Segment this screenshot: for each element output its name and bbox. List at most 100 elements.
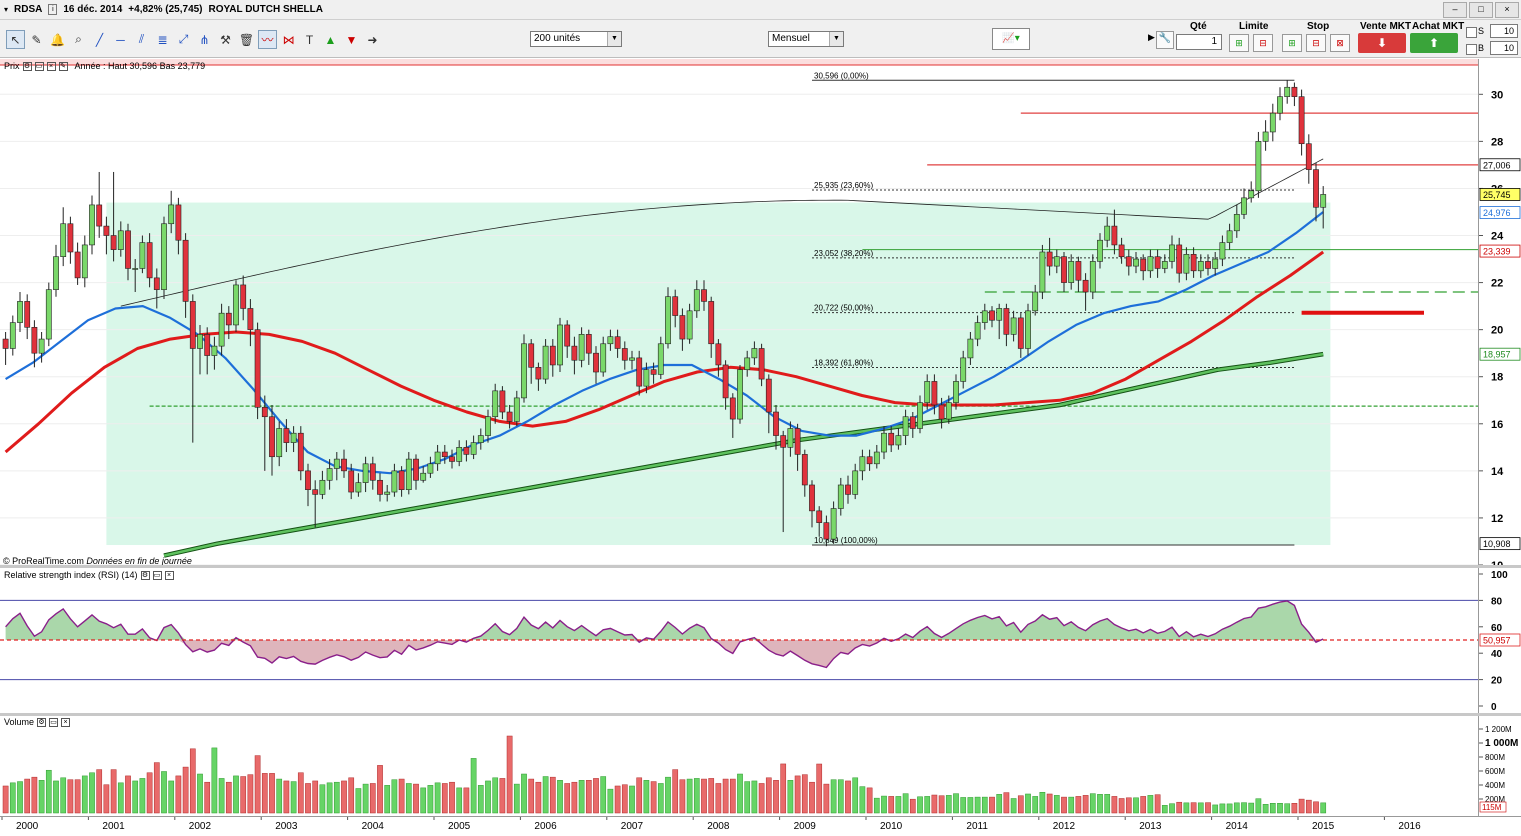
volume-bar: [866, 787, 873, 814]
time-tick-label: 2006: [534, 821, 557, 832]
close-icon[interactable]: ×: [1495, 2, 1519, 18]
volume-bar: [211, 747, 218, 814]
price-marker-label: 25,745: [1483, 190, 1511, 200]
volume-tick-label: 1 200M: [1485, 725, 1512, 734]
price-axis[interactable]: 302826242220181614121027,00625,74524,976…: [1478, 59, 1521, 572]
candle-body: [823, 522, 830, 540]
volume-bar: [161, 771, 167, 814]
collapse-arrow-icon[interactable]: ▶: [1148, 32, 1155, 42]
tools-icon[interactable]: ⚒: [220, 32, 231, 47]
volume-bar: [715, 783, 722, 814]
window-icon[interactable]: ▭: [34, 61, 44, 71]
candle-body: [679, 315, 686, 340]
window-icon[interactable]: ▭: [49, 717, 59, 727]
candle-body: [1205, 261, 1211, 269]
pattern-icon[interactable]: ⋈: [282, 32, 295, 47]
wrench-icon[interactable]: ⚙: [140, 570, 150, 580]
edit-icon[interactable]: ✎: [58, 61, 68, 71]
price-tick-label: 18: [1491, 372, 1503, 384]
candle-body: [24, 301, 31, 328]
candle-body: [1147, 256, 1154, 272]
line-tool-icon[interactable]: ╱: [95, 32, 104, 47]
forward-icon[interactable]: ➜: [367, 32, 378, 47]
time-axis[interactable]: 2000 2001 2002 2003 2004 2005 2006 2007 2008 2009…: [0, 816, 1521, 832]
volume-bar: [794, 775, 801, 814]
candle-body: [967, 338, 974, 359]
volume-bar: [938, 795, 945, 814]
channel-icon[interactable]: ⫽: [138, 32, 145, 46]
volume-bar: [729, 778, 736, 814]
candle-body: [607, 336, 614, 345]
candle-body: [744, 357, 751, 370]
fibonacci-icon[interactable]: ≣: [157, 32, 168, 47]
pane-divider[interactable]: [0, 565, 1521, 568]
horizontal-line-icon[interactable]: ─: [116, 32, 125, 47]
maximize-icon[interactable]: □: [1469, 2, 1493, 18]
volume-bar: [132, 780, 139, 814]
volume-axis[interactable]: 1 200M 1 000M 800M 600M 400M 200M 115M: [1478, 716, 1521, 816]
copyright-text: © ProRealTime.com: [3, 556, 84, 566]
text-icon[interactable]: T: [305, 32, 314, 47]
s-checkbox[interactable]: [1466, 27, 1477, 38]
period-select[interactable]: Mensuel ▼: [768, 31, 844, 47]
limit-sell-icon[interactable]: ⊟: [1253, 34, 1273, 52]
b-quantity-input[interactable]: 10: [1490, 41, 1518, 55]
bell-icon[interactable]: 🔔: [50, 32, 65, 47]
menu-chevron-icon[interactable]: ▾: [4, 5, 9, 14]
wrench-icon[interactable]: ⚙: [22, 61, 32, 71]
qty-input[interactable]: 1: [1176, 34, 1222, 50]
close-icon[interactable]: ×: [164, 570, 174, 580]
ruler-icon[interactable]: ✎: [31, 32, 42, 47]
volume-bar: [665, 776, 671, 814]
pane-divider[interactable]: [0, 713, 1521, 716]
wrench-icon[interactable]: ⚙: [37, 717, 47, 727]
price-pane: 30,596 (0,00%) 25,935 (23,60%) 23,052 (38,…: [0, 59, 1478, 566]
rsi-axis[interactable]: 100 80 60 40 20 0 50,957: [1478, 568, 1521, 713]
up-arrow-icon[interactable]: ▲: [324, 32, 337, 47]
candle-body: [665, 296, 671, 345]
price-tick-label: 28: [1491, 136, 1503, 148]
wrench-icon[interactable]: 🔧: [1156, 31, 1174, 49]
window-icon[interactable]: ▭: [152, 570, 162, 580]
zoom-icon[interactable]: ⌕: [75, 32, 82, 46]
info-icon[interactable]: i: [48, 4, 58, 15]
down-arrow-icon[interactable]: ▼: [345, 32, 358, 47]
volume-bar: [449, 781, 455, 814]
candle-body: [103, 225, 110, 236]
stop-alt-icon[interactable]: ⊠: [1330, 34, 1350, 52]
sell-market-button[interactable]: ⬇: [1358, 33, 1406, 53]
candle-body: [398, 470, 405, 490]
close-icon[interactable]: ×: [61, 717, 71, 727]
volume-bar: [117, 782, 124, 814]
candle-body: [168, 204, 175, 225]
stop-sell-icon[interactable]: ⊟: [1306, 34, 1326, 52]
candle-body: [837, 484, 844, 509]
trash-icon[interactable]: 🗑: [238, 32, 255, 47]
units-select[interactable]: 200 unités ▼: [530, 31, 622, 47]
minimize-icon[interactable]: –: [1443, 2, 1467, 18]
close-icon[interactable]: ×: [46, 61, 56, 71]
candle-body: [456, 447, 463, 462]
volume-bar: [607, 788, 614, 814]
volume-bar: [1097, 794, 1103, 814]
volume-bar: [1061, 796, 1067, 814]
buy-market-button[interactable]: ⬆: [1410, 33, 1458, 53]
candle-body: [1032, 291, 1039, 312]
limit-buy-icon[interactable]: ⊞: [1229, 34, 1249, 52]
window-titlebar: ▾ RDSA i 16 déc. 2014 +4,82% (25,745) RO…: [0, 0, 1521, 20]
volume-bar: [1017, 795, 1024, 814]
rsi-pane: Relative strength index (RSI) (14) ⚙ ▭ ×: [0, 568, 1478, 713]
indicator-icon[interactable]: 〰: [258, 30, 277, 49]
s-quantity-input[interactable]: 10: [1490, 24, 1518, 38]
candle-body: [204, 334, 211, 356]
b-checkbox[interactable]: [1466, 44, 1477, 55]
candle-body: [780, 435, 787, 448]
arrows-icon[interactable]: ⤢: [178, 32, 189, 46]
quote-change: +4,82% (25,745): [128, 4, 203, 15]
volume-bar: [456, 787, 463, 814]
stop-buy-icon[interactable]: ⊞: [1282, 34, 1302, 52]
chart-type-button[interactable]: 📈▾: [992, 28, 1030, 50]
volume-bar: [672, 769, 679, 814]
cursor-icon[interactable]: ↖: [6, 30, 25, 49]
pitchfork-icon[interactable]: ⋔: [199, 32, 210, 47]
